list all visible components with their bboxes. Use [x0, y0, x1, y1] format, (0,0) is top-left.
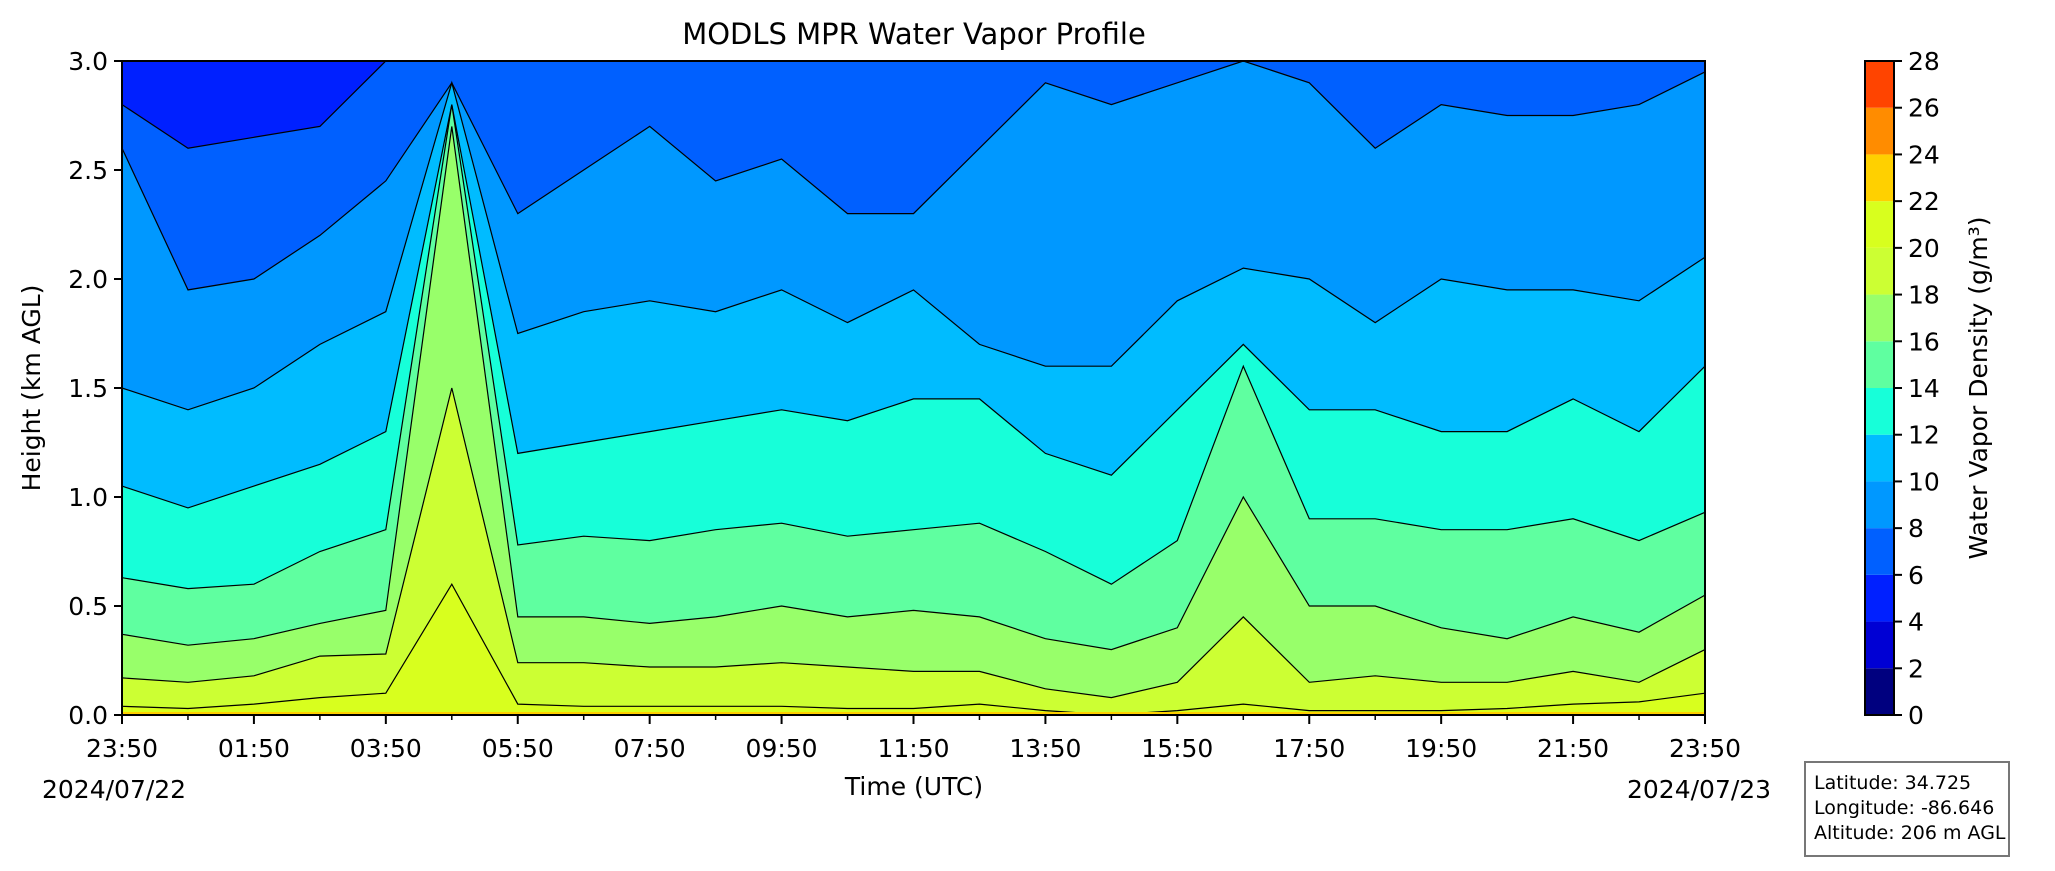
- contour-band-18: [122, 388, 1705, 715]
- y-tick-label: 1.0: [68, 483, 108, 512]
- colorbar-tick-label: 16: [1908, 327, 1940, 356]
- contour-band-14: [122, 104, 1705, 716]
- contour-line-12: [121, 104, 1706, 509]
- altitude-text: Altitude: 206 m AGL: [1814, 822, 2006, 844]
- colorbar-segment: [1865, 107, 1894, 155]
- colorbar-tick-label: 22: [1908, 187, 1940, 216]
- colorbar-segment: [1865, 61, 1894, 108]
- contour-line-18: [121, 387, 1706, 699]
- colorbar-tick-label: 4: [1908, 608, 1924, 637]
- colorbar-segment: [1865, 481, 1894, 529]
- x-tick-label: 11:50: [877, 734, 949, 763]
- contour-line-14: [121, 104, 1706, 590]
- colorbar-tick-label: 26: [1908, 94, 1940, 123]
- y-tick-label: 0.5: [68, 592, 108, 621]
- contour-line-10: [121, 80, 1706, 411]
- colorbar-tick-label: 20: [1908, 234, 1940, 263]
- y-axis-label: Height (km AGL): [17, 285, 46, 492]
- colorbar-tick-label: 14: [1908, 374, 1940, 403]
- colorbar-tick-label: 12: [1908, 421, 1940, 450]
- band-bottom-fill: [122, 712, 1705, 715]
- colorbar-tick-label: 2: [1908, 654, 1924, 683]
- colorbar-tick-label: 28: [1908, 47, 1940, 76]
- colorbar-segment: [1865, 388, 1894, 435]
- x-tick-label: 01:50: [218, 734, 290, 763]
- x-tick-label: 23:50: [86, 734, 158, 763]
- x-tick-label: 13:50: [1009, 734, 1081, 763]
- contour-line-8: [121, 60, 1706, 291]
- x-tick-label: 03:50: [350, 734, 422, 763]
- y-axis: 0.0 0.5 1.0 1.5 2.0 2.5 3.0: [68, 47, 122, 730]
- y-tick-label: 1.5: [68, 374, 108, 403]
- contour-band-16: [122, 126, 1705, 715]
- station-info-box: Latitude: 34.725 Longitude: -86.646 Alti…: [1804, 761, 2010, 857]
- x-tick-label: 23:50: [1669, 734, 1741, 763]
- colorbar-segment: [1865, 154, 1894, 202]
- x-tick-label: 09:50: [746, 734, 818, 763]
- y-tick-label: 0.0: [68, 701, 108, 730]
- colorbar-segment: [1865, 294, 1894, 342]
- y-tick-label: 2.0: [68, 265, 108, 294]
- start-date-label: 2024/07/22: [42, 775, 186, 804]
- x-tick-label: 15:50: [1141, 734, 1213, 763]
- contour-line-16: [121, 126, 1706, 651]
- x-axis-label: Time (UTC): [844, 772, 983, 801]
- colorbar-tick-label: 10: [1908, 467, 1940, 496]
- chart-title: MODLS MPR Water Vapor Profile: [682, 17, 1146, 51]
- x-tick-label: 19:50: [1405, 734, 1477, 763]
- y-tick-label: 2.5: [68, 156, 108, 185]
- colorbar-segment: [1865, 247, 1894, 295]
- x-tick-label: 05:50: [482, 734, 554, 763]
- colorbar-label: Water Vapor Density (g/m³): [1964, 217, 1993, 560]
- colorbar-segment: [1865, 434, 1894, 482]
- contour-plot-area: [121, 60, 1706, 716]
- longitude-text: Longitude: -86.646: [1814, 797, 1995, 819]
- colorbar-tick-label: 6: [1908, 561, 1924, 590]
- colorbar-segment: [1865, 668, 1894, 715]
- end-date-label: 2024/07/23: [1627, 775, 1771, 804]
- x-tick-label: 21:50: [1537, 734, 1609, 763]
- x-axis: 23:50 01:50 03:50 05:50 07:50 09:50 11:50 13:50…: [86, 715, 1741, 763]
- colorbar-segment: [1865, 341, 1894, 388]
- colorbar-tick-label: 18: [1908, 281, 1940, 310]
- colorbar-segment: [1865, 574, 1894, 622]
- colorbar-tick-label: 24: [1908, 140, 1940, 169]
- latitude-text: Latitude: 34.725: [1814, 772, 1972, 794]
- colorbar-segment: [1865, 528, 1894, 575]
- colorbar-tick-label: 0: [1908, 701, 1924, 730]
- x-tick-label: 17:50: [1273, 734, 1345, 763]
- y-tick-label: 3.0: [68, 47, 108, 76]
- colorbar-segment: [1865, 201, 1894, 248]
- x-tick-label: 07:50: [614, 734, 686, 763]
- colorbar-segment: [1865, 621, 1894, 669]
- colorbar-tick-label: 8: [1908, 514, 1924, 543]
- contour-line-20: [121, 583, 1706, 716]
